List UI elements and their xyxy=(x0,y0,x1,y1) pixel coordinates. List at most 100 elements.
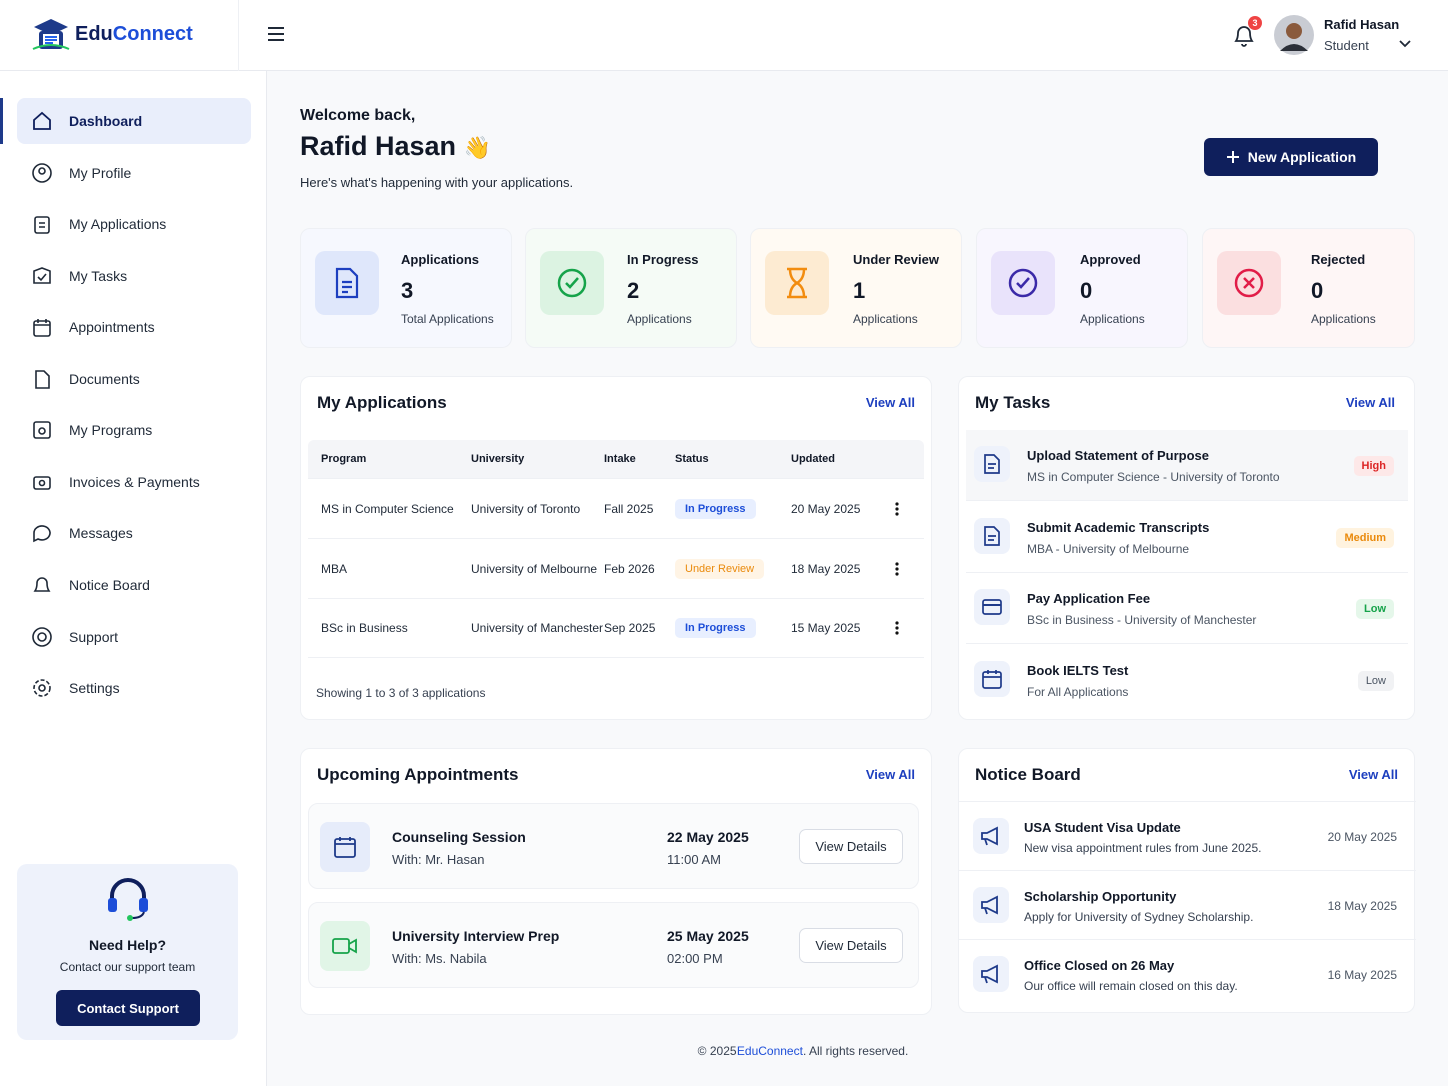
stat-icon xyxy=(765,251,829,315)
notice-title: Scholarship Opportunity xyxy=(1024,889,1177,904)
nav-item[interactable]: My Programs xyxy=(17,407,251,453)
task-icon xyxy=(974,518,1010,554)
nav-label: Documents xyxy=(69,371,140,387)
nav-item[interactable]: Documents xyxy=(17,356,251,402)
icon xyxy=(33,679,51,697)
icon xyxy=(33,267,51,284)
cell: MS in Computer Science xyxy=(321,501,454,516)
stat-value: 0 xyxy=(1311,278,1324,303)
card-title: Upcoming Appointments xyxy=(317,765,519,784)
appointment-with: With: Ms. Nabila xyxy=(392,951,487,966)
task-subtitle: BSc in Business - University of Manchest… xyxy=(1027,613,1257,627)
view-all-link[interactable]: View All xyxy=(865,767,915,782)
appointment-with: With: Mr. Hasan xyxy=(392,852,485,867)
stat-icon xyxy=(1217,251,1281,315)
stat-caption: Total Applications xyxy=(401,312,494,326)
nav-item[interactable]: My Tasks xyxy=(17,253,251,299)
icon xyxy=(984,454,1000,474)
footer: © 2025 EduConnect. All rights reserved. xyxy=(300,1044,1306,1058)
stat-card: Approved 0 Applications xyxy=(976,228,1188,348)
table-footer: Showing 1 to 3 of 3 applications xyxy=(316,686,486,700)
notice-item[interactable]: Office Closed on 26 May Our office will r… xyxy=(959,940,1416,1009)
plus-icon xyxy=(1226,151,1239,163)
icon xyxy=(32,163,52,183)
row-menu[interactable] xyxy=(881,561,911,577)
icon xyxy=(787,267,807,299)
icon xyxy=(32,627,52,647)
logo[interactable]: EduConnect xyxy=(75,23,193,46)
stat-icon xyxy=(991,251,1055,315)
row-menu[interactable] xyxy=(881,620,911,636)
cell: Sep 2025 xyxy=(604,620,656,635)
icon xyxy=(332,938,357,954)
stat-label: Under Review xyxy=(853,252,939,267)
new-application-button[interactable]: New Application xyxy=(1204,138,1378,176)
nav-item[interactable]: Appointments xyxy=(17,304,251,350)
nav-item[interactable]: My Profile xyxy=(17,150,251,196)
priority-badge: Low xyxy=(1357,671,1394,691)
stat-value: 2 xyxy=(627,278,640,303)
table-row: MS in Computer Science University of Toro… xyxy=(308,479,924,539)
task-item[interactable]: Book IELTS Test For All Applications Low xyxy=(966,645,1408,716)
notice-text: Our office will remain closed on this da… xyxy=(1024,979,1238,993)
button-label: New Application xyxy=(1247,149,1357,165)
card-title: My Applications xyxy=(317,393,447,412)
view-details-button[interactable]: View Details xyxy=(799,829,903,864)
nav-item[interactable]: Dashboard xyxy=(17,98,251,144)
task-item[interactable]: Submit Academic Transcripts MBA - Univers… xyxy=(966,502,1408,573)
footer-brand[interactable]: EduConnect xyxy=(736,1044,803,1058)
contact-button[interactable]: Contact Support xyxy=(56,990,200,1026)
stat-icon xyxy=(315,251,379,315)
bell-icon[interactable] xyxy=(1232,22,1256,48)
notice-icon xyxy=(973,818,1009,854)
cell: MBA xyxy=(321,561,348,576)
nav-item[interactable]: Messages xyxy=(17,510,251,556)
avatar[interactable] xyxy=(1274,15,1314,55)
stat-value: 1 xyxy=(853,278,866,303)
view-all-link[interactable]: View All xyxy=(1345,395,1395,410)
logo-text: Edu xyxy=(75,23,113,45)
cell: University of Melbourne xyxy=(471,561,598,576)
notice-item[interactable]: USA Student Visa Update New visa appointm… xyxy=(959,802,1416,871)
nav-item[interactable]: Settings xyxy=(17,665,251,711)
priority-badge: Medium xyxy=(1336,528,1394,548)
user-name: Rafid Hasan xyxy=(300,131,457,161)
table-header: Program University Intake Status Updated xyxy=(308,440,924,479)
task-item[interactable]: Pay Application Fee BSc in Business - Uni… xyxy=(966,573,1408,644)
task-icon xyxy=(974,589,1010,625)
footer-text: © 2025 xyxy=(697,1044,737,1058)
help-box: Need Help? Contact our support team Cont… xyxy=(17,864,238,1040)
view-details-button[interactable]: View Details xyxy=(799,928,903,963)
view-all-link[interactable]: View All xyxy=(865,395,915,410)
nav-item[interactable]: Notice Board xyxy=(17,562,251,608)
logo-icon xyxy=(32,19,70,50)
row-menu[interactable] xyxy=(881,501,911,517)
notice-card: Notice Board View All USA Student Visa U… xyxy=(958,748,1416,1013)
headset-icon xyxy=(108,878,148,921)
nav-item[interactable]: Invoices & Payments xyxy=(17,459,251,505)
appointment-title: Counseling Session xyxy=(392,829,526,845)
icon xyxy=(1008,268,1038,298)
cell: 15 May 2025 xyxy=(791,620,861,635)
stat-caption: Applications xyxy=(853,312,918,326)
cell: University of Manchester xyxy=(471,620,604,635)
icon xyxy=(35,370,50,389)
stat-caption: Applications xyxy=(627,312,692,326)
notice-text: New visa appointment rules from June 202… xyxy=(1024,841,1262,855)
cell: Feb 2026 xyxy=(604,561,655,576)
column-header: University xyxy=(471,453,525,465)
nav-item[interactable]: Support xyxy=(17,614,251,660)
nav-label: My Tasks xyxy=(69,268,128,284)
nav-item[interactable]: My Applications xyxy=(17,201,251,247)
icon xyxy=(335,267,359,299)
column-header: Updated xyxy=(791,453,835,465)
notice-date: 18 May 2025 xyxy=(1327,899,1397,913)
icon xyxy=(33,421,51,439)
divider xyxy=(959,801,1416,802)
view-all-link[interactable]: View All xyxy=(1348,767,1398,782)
top-bar: EduConnect 3 Rafid Hasan Student xyxy=(0,0,1448,71)
menu-toggle[interactable] xyxy=(267,26,285,42)
notice-item[interactable]: Scholarship Opportunity Apply for Univers… xyxy=(959,871,1416,940)
dropdown-caret[interactable] xyxy=(1399,40,1411,48)
task-item[interactable]: Upload Statement of Purpose MS in Compute… xyxy=(966,430,1408,501)
